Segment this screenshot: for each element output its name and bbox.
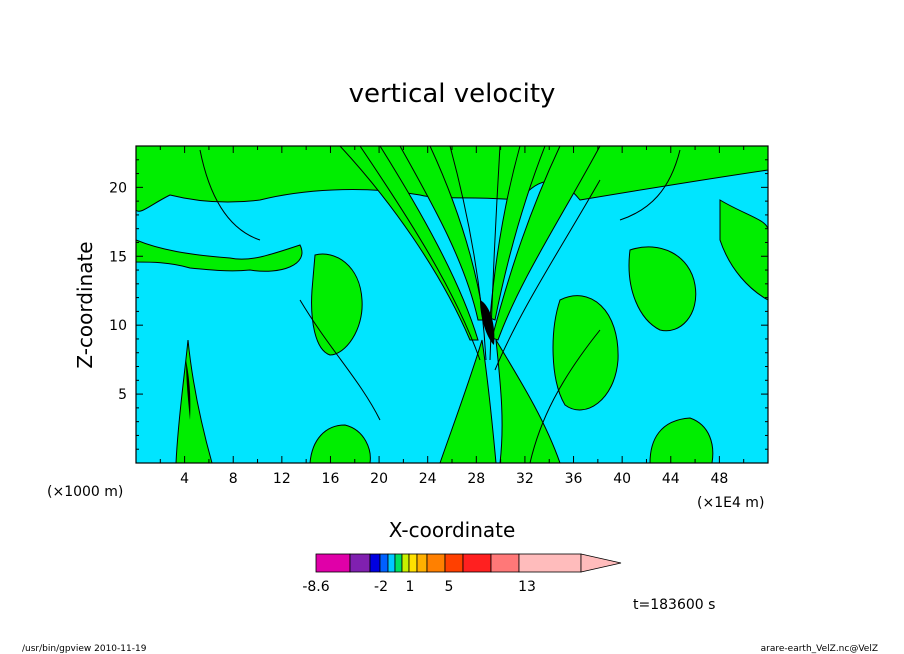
colorbar-label: -2 — [374, 579, 388, 595]
colorbar-labels: -8.6 -2 1 5 13 — [302, 579, 536, 595]
y-tick-label: 20 — [109, 180, 127, 196]
time-label: t=183600 s — [633, 597, 715, 613]
positive-region — [175, 339, 213, 463]
colorbar-swatch — [518, 553, 582, 573]
positive-region — [552, 295, 619, 411]
x-axis-label: X-coordinate — [389, 518, 516, 542]
positive-region — [136, 239, 303, 272]
colorbar — [315, 553, 622, 573]
positive-region — [628, 246, 697, 332]
positive-region — [495, 339, 561, 463]
colorbar-swatch — [490, 553, 520, 573]
y-tick-label: 15 — [109, 249, 127, 265]
colorbar-swatch — [369, 553, 381, 573]
positive-region — [309, 424, 371, 463]
colorbar-label: 1 — [406, 579, 415, 595]
x-tick-label: 8 — [229, 471, 238, 487]
downdraft-core — [480, 300, 495, 345]
downdraft-core — [186, 360, 191, 420]
x-unit-left: (×1000 m) — [47, 484, 123, 500]
chart-title: vertical velocity — [349, 79, 556, 109]
positive-region — [311, 253, 363, 356]
positive-region — [649, 417, 714, 463]
x-axis: 4 8 12 16 20 24 28 32 36 40 44 48 — [159, 146, 745, 487]
x-tick-label: 36 — [565, 471, 583, 487]
y-axis-label: Z-coordinate — [73, 241, 97, 368]
x-tick-label: 40 — [613, 471, 631, 487]
x-unit-right: (×1E4 m) — [697, 495, 764, 511]
x-tick-label: 48 — [710, 471, 728, 487]
contour-lines — [199, 146, 681, 463]
colorbar-swatch — [426, 553, 446, 573]
y-tick-label: 10 — [109, 318, 127, 334]
positive-region — [489, 146, 546, 321]
x-tick-label: 4 — [180, 471, 189, 487]
footer-left: /usr/bin/gpview 2010-11-19 — [22, 644, 147, 654]
positive-region — [439, 339, 497, 463]
colorbar-swatch — [315, 553, 351, 573]
colorbar-swatch — [462, 553, 492, 573]
x-tick-label: 16 — [322, 471, 340, 487]
x-tick-label: 20 — [370, 471, 388, 487]
colorbar-label: 13 — [518, 579, 536, 595]
x-tick-label: 12 — [273, 471, 291, 487]
colorbar-swatch — [387, 553, 396, 573]
colorbar-swatch — [349, 553, 371, 573]
footer-right: arare-earth_VelZ.nc@VelZ — [761, 644, 878, 654]
colorbar-swatch — [379, 553, 389, 573]
colorbar-swatch — [401, 553, 410, 573]
colorbar-swatch — [408, 553, 418, 573]
y-tick-label: 5 — [118, 387, 127, 403]
positive-region — [491, 146, 601, 341]
x-tick-label: 44 — [662, 471, 680, 487]
x-tick-label: 24 — [419, 471, 437, 487]
x-tick-label: 28 — [467, 471, 485, 487]
contour-field — [136, 146, 768, 463]
x-tick-label: 32 — [516, 471, 534, 487]
colorbar-label: 5 — [445, 579, 454, 595]
colorbar-swatch — [394, 553, 403, 573]
colorbar-extend-arrow — [580, 553, 622, 573]
colorbar-label: -8.6 — [302, 579, 329, 595]
y-axis: 5 10 15 20 — [109, 159, 768, 450]
colorbar-swatch — [416, 553, 428, 573]
colorbar-swatch — [444, 553, 464, 573]
